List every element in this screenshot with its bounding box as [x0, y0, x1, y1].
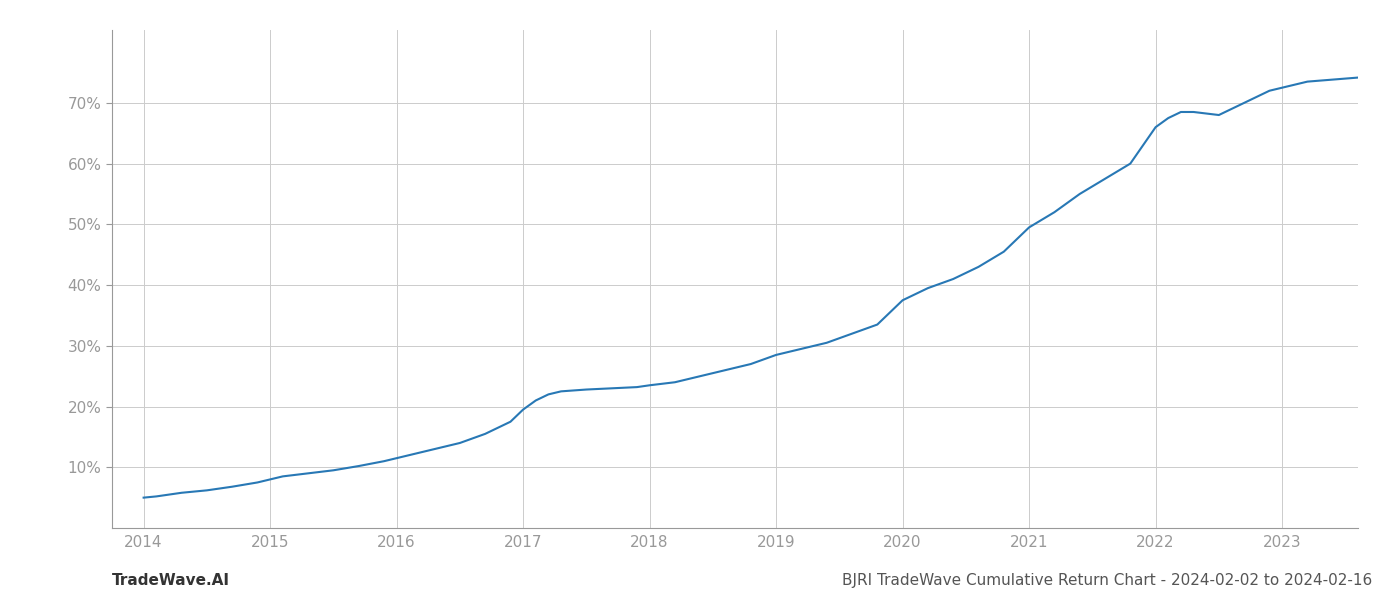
Text: BJRI TradeWave Cumulative Return Chart - 2024-02-02 to 2024-02-16: BJRI TradeWave Cumulative Return Chart -…	[841, 573, 1372, 588]
Text: TradeWave.AI: TradeWave.AI	[112, 573, 230, 588]
